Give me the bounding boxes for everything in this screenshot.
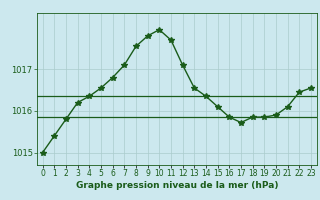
X-axis label: Graphe pression niveau de la mer (hPa): Graphe pression niveau de la mer (hPa): [76, 181, 278, 190]
